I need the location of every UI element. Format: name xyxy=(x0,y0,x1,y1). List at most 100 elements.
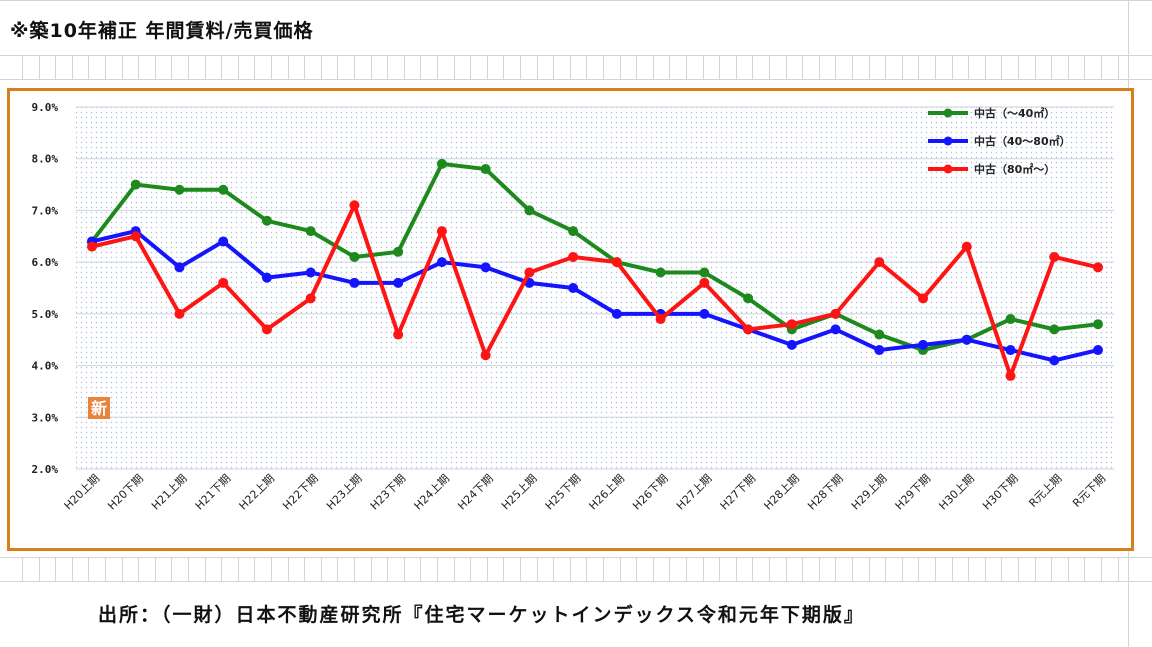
sheet-gridline xyxy=(537,558,538,581)
x-tick-label: H25上期 xyxy=(499,472,540,513)
x-tick-label: H23下期 xyxy=(368,472,409,513)
sheet-gridline xyxy=(454,56,455,79)
sheet-gridline xyxy=(819,56,820,79)
sheet-gridline xyxy=(653,56,654,79)
sheet-gridline xyxy=(39,558,40,581)
data-point xyxy=(349,200,360,211)
sheet-gridline xyxy=(520,56,521,79)
sheet-gridline xyxy=(553,56,554,79)
data-point xyxy=(261,324,272,335)
sheet-gridline xyxy=(503,558,504,581)
sheet-gridline xyxy=(1001,558,1002,581)
x-tick-label: H22下期 xyxy=(280,472,321,513)
legend-marker xyxy=(943,136,953,146)
data-point xyxy=(961,334,972,345)
x-tick-label: R元上期 xyxy=(1026,472,1064,510)
data-point xyxy=(611,308,622,319)
new-badge-label: 新 xyxy=(91,399,107,418)
data-point xyxy=(1049,324,1060,335)
data-point xyxy=(218,184,229,195)
sheet-gridline xyxy=(271,558,272,581)
sheet-gridline xyxy=(802,56,803,79)
x-tick-label: H28上期 xyxy=(761,472,802,513)
sheet-gridline xyxy=(786,56,787,79)
sheet-gridline xyxy=(171,56,172,79)
x-tick-label: H23上期 xyxy=(324,472,365,513)
data-point xyxy=(480,350,491,361)
data-point xyxy=(830,308,841,319)
data-point xyxy=(786,319,797,330)
sheet-gridline xyxy=(570,558,571,581)
x-tick-label: H30下期 xyxy=(980,472,1021,513)
sheet-gridline xyxy=(205,56,206,79)
sheet-gridline xyxy=(669,558,670,581)
sheet-gridline xyxy=(1084,558,1085,581)
sheet-gridline xyxy=(420,558,421,581)
series-line-3 xyxy=(91,203,1099,378)
sheet-gridline xyxy=(952,56,953,79)
sheet-gridline xyxy=(321,56,322,79)
sheet-gridline xyxy=(952,558,953,581)
data-point xyxy=(1049,355,1060,366)
data-point xyxy=(699,308,710,319)
data-point xyxy=(524,267,535,278)
data-point xyxy=(436,257,447,268)
data-point xyxy=(1093,345,1103,356)
data-point xyxy=(261,272,272,283)
data-point xyxy=(349,277,360,288)
data-point xyxy=(349,251,360,262)
sheet-gridline xyxy=(470,56,471,79)
sheet-gridline xyxy=(105,56,106,79)
sheet-gridline xyxy=(155,56,156,79)
data-point xyxy=(393,277,404,288)
sheet-gridline xyxy=(719,56,720,79)
sheet-gridline xyxy=(1068,56,1069,79)
data-point xyxy=(611,257,622,268)
x-tick-label: H20下期 xyxy=(105,472,146,513)
data-point xyxy=(918,339,929,350)
sheet-gridline xyxy=(1068,558,1069,581)
x-tick-label: H24下期 xyxy=(455,472,496,513)
sheet-gridline xyxy=(703,56,704,79)
sheet-gridline xyxy=(968,558,969,581)
page-title: ※築10年補正 年間賃料/売買価格 xyxy=(10,20,314,42)
sheet-gridline xyxy=(620,558,621,581)
x-tick-label: H26下期 xyxy=(630,472,671,513)
sheet-gridline xyxy=(1035,558,1036,581)
x-tick-label: H25下期 xyxy=(543,472,584,513)
sheet-gridline xyxy=(819,558,820,581)
sheet-gridline xyxy=(0,581,1152,582)
data-point xyxy=(786,339,797,350)
x-tick-label: H29下期 xyxy=(893,472,934,513)
sheet-gridline xyxy=(537,56,538,79)
line-chart: 2.0%3.0%4.0%5.0%6.0%7.0%8.0%9.0% H20上期 H2… xyxy=(32,101,1114,513)
sheet-gridline xyxy=(835,56,836,79)
sheet-gridline xyxy=(288,558,289,581)
sheet-gridline xyxy=(636,56,637,79)
sheet-gridline xyxy=(1118,56,1119,79)
data-point xyxy=(130,231,141,242)
sheet-gridline xyxy=(371,56,372,79)
sheet-gridline xyxy=(437,558,438,581)
data-point xyxy=(655,314,666,325)
data-point xyxy=(874,257,885,268)
sheet-gridline xyxy=(39,56,40,79)
sheet-gridline xyxy=(420,56,421,79)
data-point xyxy=(174,184,185,195)
sheet-gridline xyxy=(885,558,886,581)
x-tick-label: H26上期 xyxy=(586,472,627,513)
series-line-2 xyxy=(91,229,1099,363)
sheet-gridline xyxy=(653,558,654,581)
sheet-gridline xyxy=(254,56,255,79)
data-point xyxy=(568,283,579,293)
data-point xyxy=(874,345,885,356)
series-line-1 xyxy=(90,161,1099,353)
sheet-gridline xyxy=(0,55,1152,56)
sheet-gridline xyxy=(487,56,488,79)
sheet-gridline xyxy=(835,558,836,581)
sheet-gridline xyxy=(686,558,687,581)
sheet-gridline xyxy=(769,56,770,79)
data-point xyxy=(218,236,229,247)
sheet-gridline xyxy=(786,558,787,581)
sheet-gridline xyxy=(238,56,239,79)
